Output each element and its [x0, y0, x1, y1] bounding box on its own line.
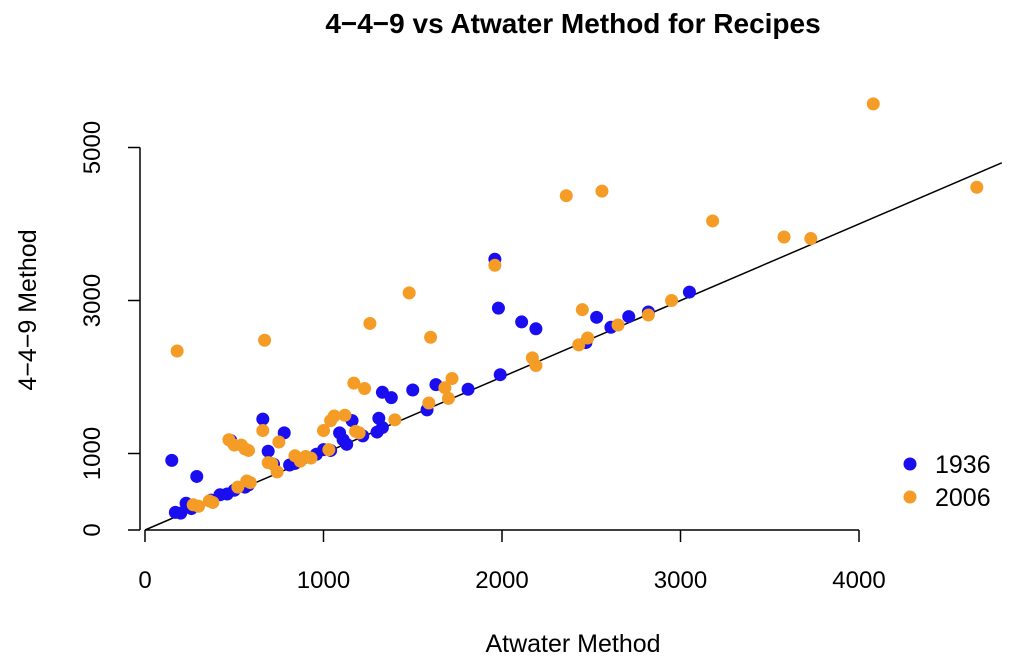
- point-2006-18: [272, 435, 286, 449]
- point-2006-42: [529, 359, 543, 373]
- point-2006-12: [243, 476, 257, 490]
- point-1936-39: [493, 368, 507, 382]
- point-2006-45: [575, 303, 589, 317]
- point-1936-0: [165, 453, 179, 467]
- y-axis: 0 1000 3000 5000: [79, 121, 141, 537]
- point-2006-53: [804, 232, 818, 246]
- points-layer: [165, 97, 984, 520]
- point-2006-28: [347, 376, 361, 390]
- legend-marker-2006: [903, 490, 917, 504]
- point-1936-25: [340, 437, 354, 451]
- point-2006-13: [256, 424, 270, 438]
- point-2006-31: [358, 381, 372, 395]
- point-1936-30: [375, 420, 389, 434]
- point-2006-51: [706, 214, 720, 228]
- point-1936-13: [256, 412, 270, 426]
- point-2006-22: [304, 451, 318, 465]
- point-2006-24: [322, 443, 336, 457]
- y-tick-label-1000: 1000: [79, 427, 106, 480]
- legend-label-2006: 2006: [935, 484, 991, 512]
- point-2006-37: [438, 381, 452, 395]
- point-2006-11: [242, 443, 256, 457]
- point-2006-4: [206, 495, 220, 509]
- point-1936-2: [174, 506, 188, 520]
- y-tick-label-5000: 5000: [79, 121, 106, 174]
- point-2006-14: [258, 333, 272, 347]
- point-2006-50: [665, 294, 679, 307]
- legend-label-1936: 1936: [935, 451, 991, 479]
- point-2006-30: [352, 426, 366, 440]
- x-axis: 0 1000 2000 3000 4000: [138, 529, 886, 594]
- point-2006-26: [327, 409, 341, 423]
- x-tick-label-4000: 4000: [832, 567, 885, 594]
- point-1936-33: [406, 383, 420, 397]
- point-1936-36: [461, 382, 475, 396]
- point-1936-47: [682, 285, 696, 299]
- legend: 1936 2006: [903, 451, 991, 512]
- point-2006-43: [559, 189, 573, 203]
- point-1936-41: [529, 322, 543, 336]
- point-2006-32: [363, 316, 377, 330]
- point-1936-14: [261, 444, 275, 458]
- point-2006-44: [572, 338, 586, 352]
- point-1936-45: [622, 310, 636, 324]
- y-tick-label-0: 0: [79, 523, 106, 536]
- point-2006-55: [970, 180, 984, 194]
- point-2006-48: [611, 318, 625, 332]
- point-2006-46: [581, 331, 595, 345]
- point-2006-33: [388, 413, 402, 427]
- x-tick-label-3000: 3000: [654, 567, 707, 594]
- point-1936-43: [590, 310, 604, 324]
- point-2006-54: [866, 97, 880, 111]
- chart-title: 4−4−9 vs Atwater Method for Recipes: [325, 8, 820, 39]
- point-2006-38: [441, 391, 455, 405]
- point-1936-38: [491, 301, 505, 315]
- point-2006-0: [170, 344, 184, 358]
- x-axis-label: Atwater Method: [485, 630, 660, 658]
- point-2006-17: [270, 465, 284, 479]
- point-1936-32: [384, 391, 398, 405]
- plot-area: [144, 97, 1003, 531]
- x-tick-label-1000: 1000: [297, 567, 350, 594]
- point-1936-5: [190, 469, 204, 483]
- point-1936-40: [515, 315, 529, 329]
- point-2006-34: [402, 286, 416, 300]
- y-axis-label: 4−4−9 Method: [14, 229, 42, 390]
- point-2006-39: [445, 372, 459, 386]
- point-2006-49: [641, 308, 655, 322]
- x-tick-label-2000: 2000: [475, 567, 528, 594]
- point-2006-27: [338, 408, 352, 422]
- legend-marker-1936: [903, 457, 917, 471]
- x-tick-label-0: 0: [138, 567, 151, 594]
- point-2006-52: [777, 230, 791, 244]
- point-2006-23: [317, 424, 330, 438]
- point-2006-35: [422, 396, 436, 410]
- point-2006-47: [595, 184, 609, 198]
- point-2006-36: [424, 330, 438, 344]
- point-2006-40: [488, 258, 502, 272]
- point-2006-2: [192, 499, 206, 513]
- y-tick-label-3000: 3000: [79, 274, 106, 327]
